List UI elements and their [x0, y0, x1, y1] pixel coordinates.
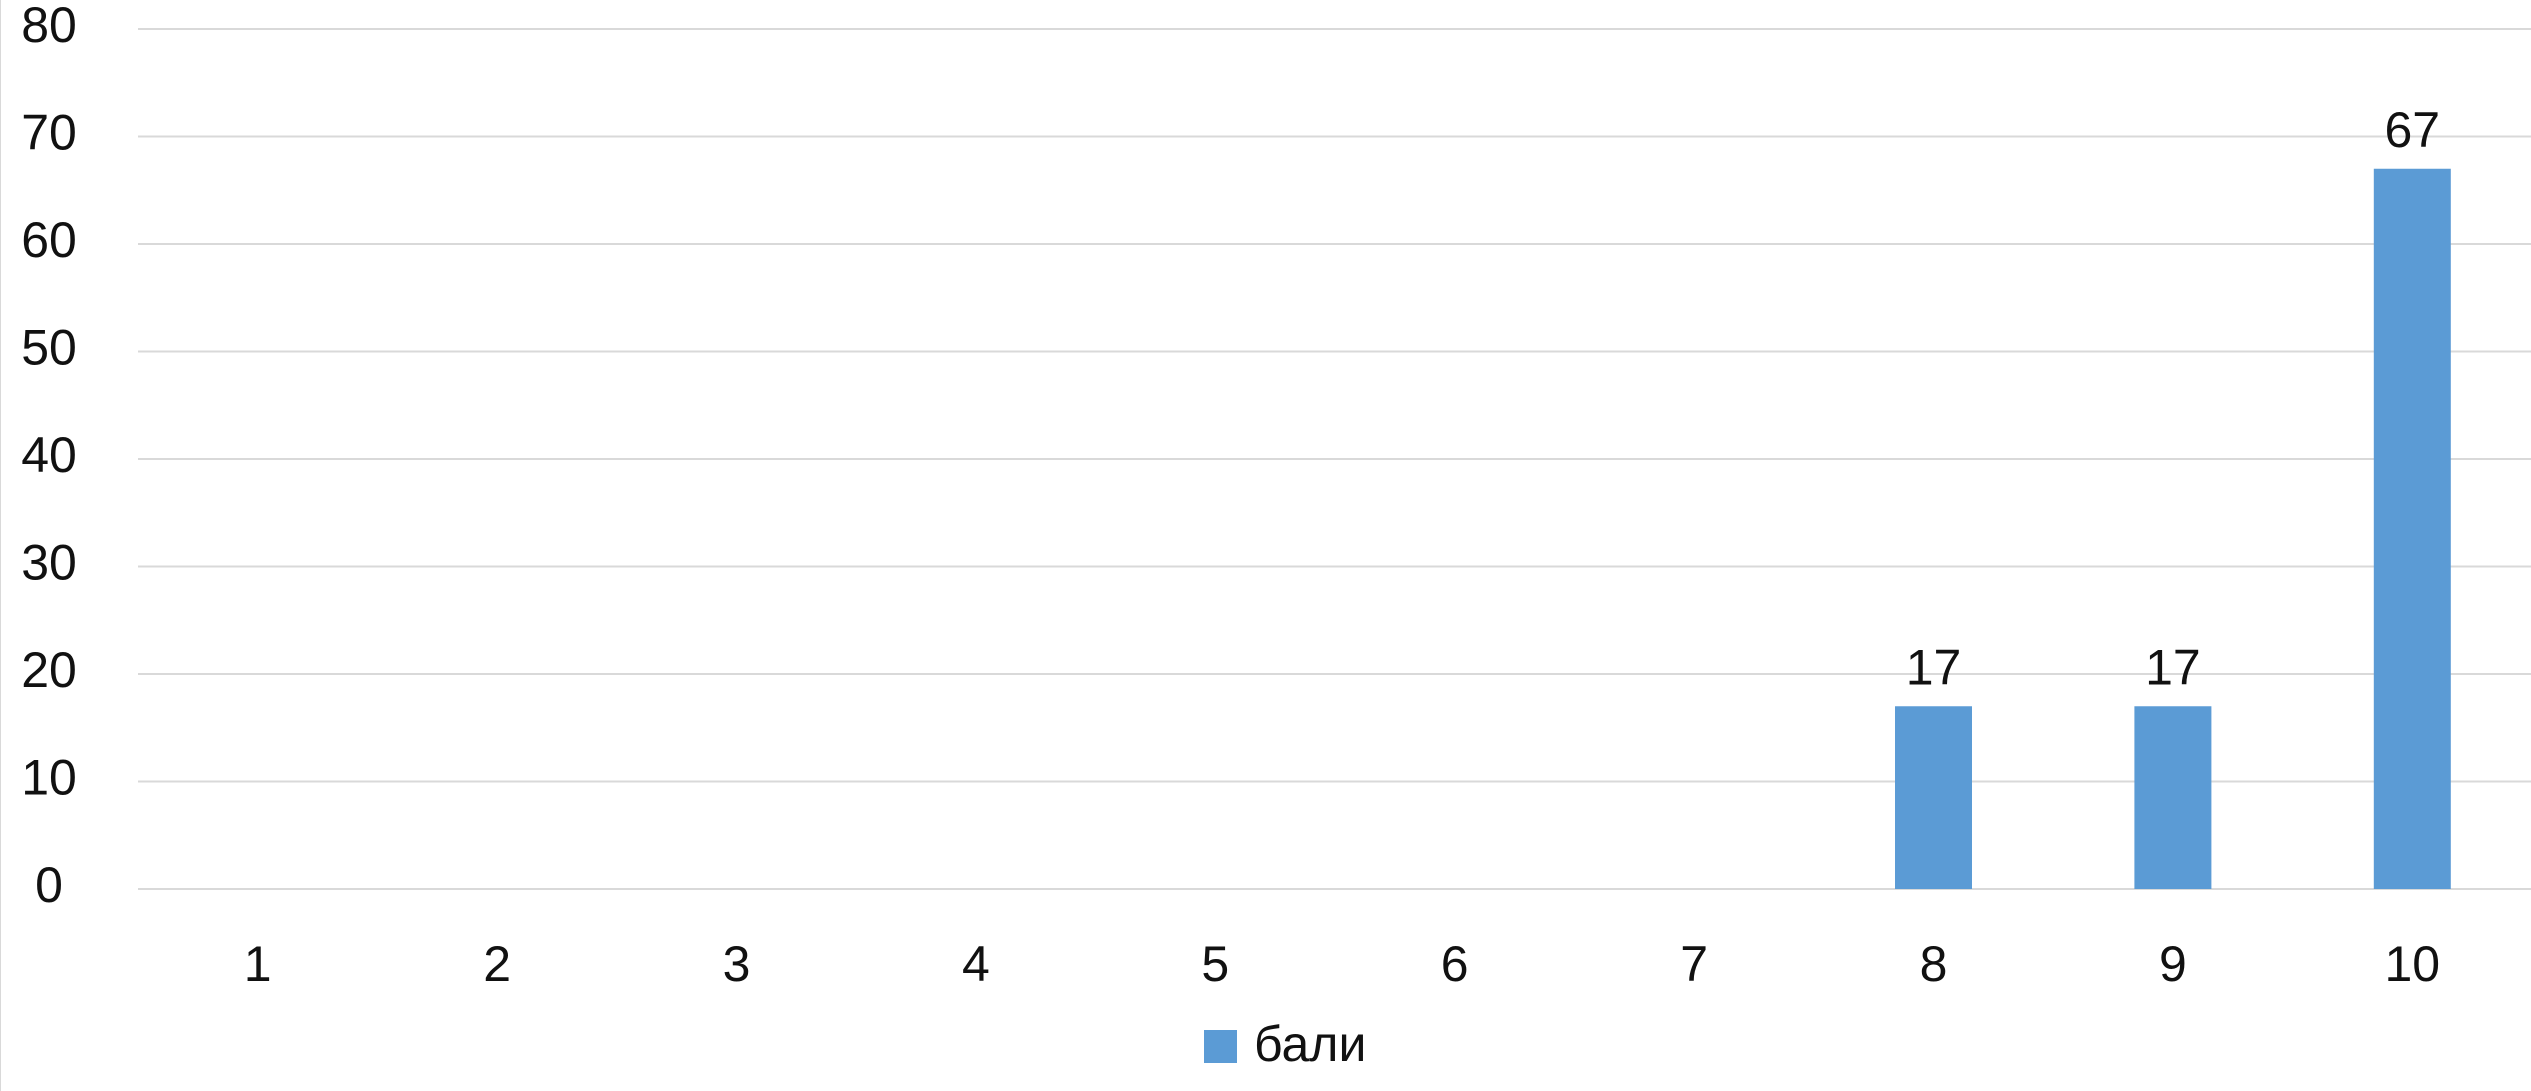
data-labels: 17 17 67 — [1906, 102, 2440, 696]
bar-10 — [2373, 168, 2451, 889]
gridlines — [138, 28, 2531, 890]
x-tick-label-8: 8 — [1920, 936, 1948, 992]
data-label-10: 67 — [2384, 102, 2440, 158]
x-axis: 1 2 3 4 5 6 7 8 9 10 — [244, 936, 2440, 992]
y-tick-label-60: 60 — [21, 212, 77, 268]
x-tick-label-6: 6 — [1441, 936, 1469, 992]
x-tick-label-5: 5 — [1201, 936, 1229, 992]
bar-9 — [2134, 706, 2212, 889]
x-tick-label-10: 10 — [2384, 936, 2440, 992]
x-tick-label-3: 3 — [723, 936, 751, 992]
y-tick-label-30: 30 — [21, 535, 77, 591]
y-tick-label-20: 20 — [21, 642, 77, 698]
y-axis: 0 10 20 30 40 50 60 70 80 — [21, 0, 77, 913]
data-label-9: 17 — [2145, 639, 2201, 695]
x-tick-label-9: 9 — [2159, 936, 2187, 992]
y-tick-label-40: 40 — [21, 427, 77, 483]
bars — [1895, 168, 2451, 889]
y-tick-label-50: 50 — [21, 320, 77, 376]
y-tick-label-10: 10 — [21, 750, 77, 806]
x-tick-label-4: 4 — [962, 936, 990, 992]
data-label-8: 17 — [1906, 639, 1962, 695]
legend-label-bali: бали — [1254, 1016, 1366, 1072]
legend: бали — [1204, 1016, 1366, 1072]
x-tick-label-2: 2 — [483, 936, 511, 992]
y-tick-label-70: 70 — [21, 105, 77, 161]
legend-swatch-bali — [1204, 1030, 1237, 1063]
x-tick-label-1: 1 — [244, 936, 272, 992]
bar-8 — [1895, 706, 1972, 889]
x-tick-label-7: 7 — [1680, 936, 1708, 992]
y-tick-label-80: 80 — [21, 0, 77, 53]
y-tick-label-0: 0 — [35, 857, 63, 913]
